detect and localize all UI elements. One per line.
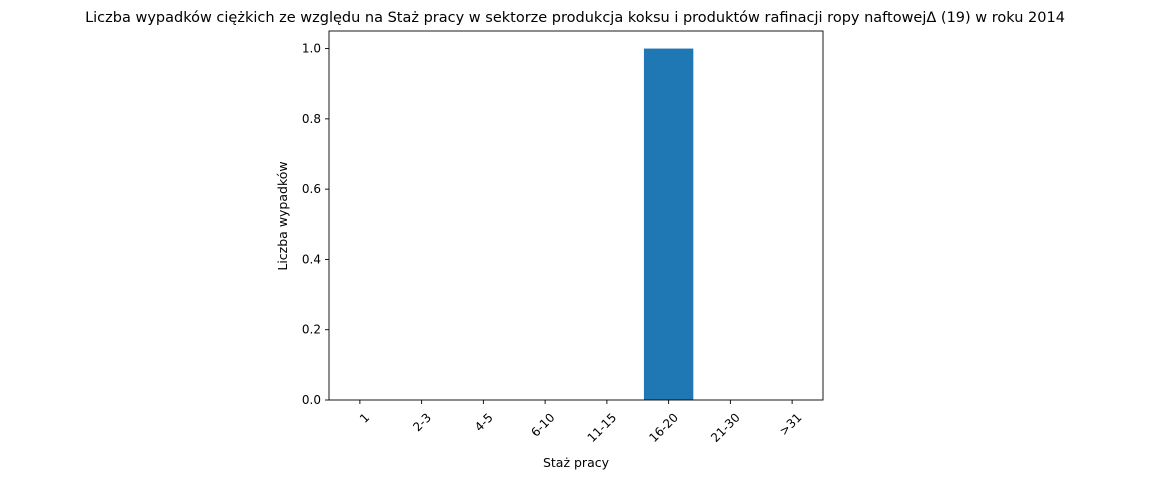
y-tick-label: 0.2 — [302, 323, 321, 337]
x-tick-label: 4-5 — [472, 410, 496, 434]
x-tick-label: 2-3 — [410, 410, 434, 434]
y-tick-label: 1.0 — [302, 42, 321, 56]
x-tick-label: 6-10 — [528, 410, 557, 439]
x-tick-label: 11-15 — [585, 410, 620, 445]
plot-area: 0.0 0.2 0.4 0.6 0.8 1.0 1 2-3 4-5 6-10 11-15 16-20 2… — [302, 30, 824, 445]
x-tick-label: 16-20 — [646, 410, 681, 445]
y-tick-label: 0.0 — [302, 393, 321, 407]
x-tick-label: 21-30 — [708, 410, 743, 445]
x-tick-label: >31 — [777, 410, 805, 438]
y-tick-label: 0.6 — [302, 182, 321, 196]
chart-title: Liczba wypadków ciężkich ze względu na S… — [85, 10, 1065, 26]
y-axis-label: Liczba wypadków — [275, 161, 290, 270]
x-axis-label: Staż pracy — [543, 455, 610, 470]
y-tick-label: 0.4 — [302, 252, 321, 266]
x-tick-label: 1 — [357, 410, 372, 425]
axes-frame — [328, 30, 824, 401]
y-tick-label: 0.8 — [302, 112, 321, 126]
bar-16-20 — [643, 48, 694, 400]
